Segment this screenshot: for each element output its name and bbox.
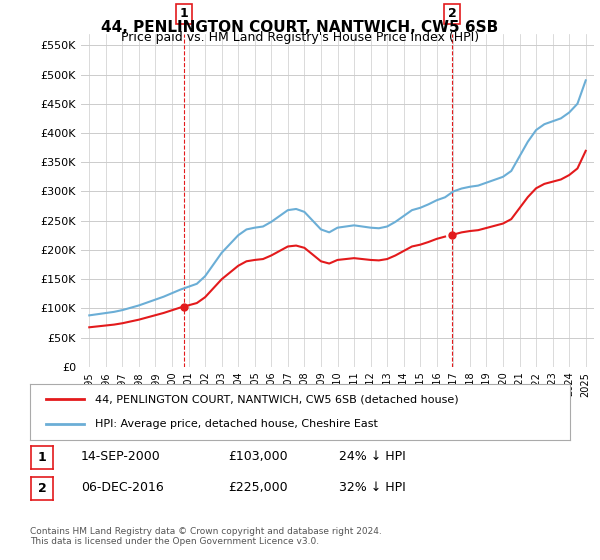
Text: 2: 2: [38, 482, 46, 495]
Text: 32% ↓ HPI: 32% ↓ HPI: [339, 480, 406, 494]
Text: 44, PENLINGTON COURT, NANTWICH, CW5 6SB: 44, PENLINGTON COURT, NANTWICH, CW5 6SB: [101, 20, 499, 35]
Text: Contains HM Land Registry data © Crown copyright and database right 2024.
This d: Contains HM Land Registry data © Crown c…: [30, 526, 382, 546]
Text: 06-DEC-2016: 06-DEC-2016: [81, 480, 164, 494]
Text: 24% ↓ HPI: 24% ↓ HPI: [339, 450, 406, 463]
Text: 1: 1: [38, 451, 46, 464]
Text: 2: 2: [448, 7, 457, 20]
Text: 14-SEP-2000: 14-SEP-2000: [81, 450, 161, 463]
Text: 1: 1: [179, 7, 188, 20]
Text: £103,000: £103,000: [228, 450, 287, 463]
Text: £225,000: £225,000: [228, 480, 287, 494]
Text: 44, PENLINGTON COURT, NANTWICH, CW5 6SB (detached house): 44, PENLINGTON COURT, NANTWICH, CW5 6SB …: [95, 394, 458, 404]
Text: Price paid vs. HM Land Registry's House Price Index (HPI): Price paid vs. HM Land Registry's House …: [121, 31, 479, 44]
Text: HPI: Average price, detached house, Cheshire East: HPI: Average price, detached house, Ches…: [95, 419, 377, 429]
